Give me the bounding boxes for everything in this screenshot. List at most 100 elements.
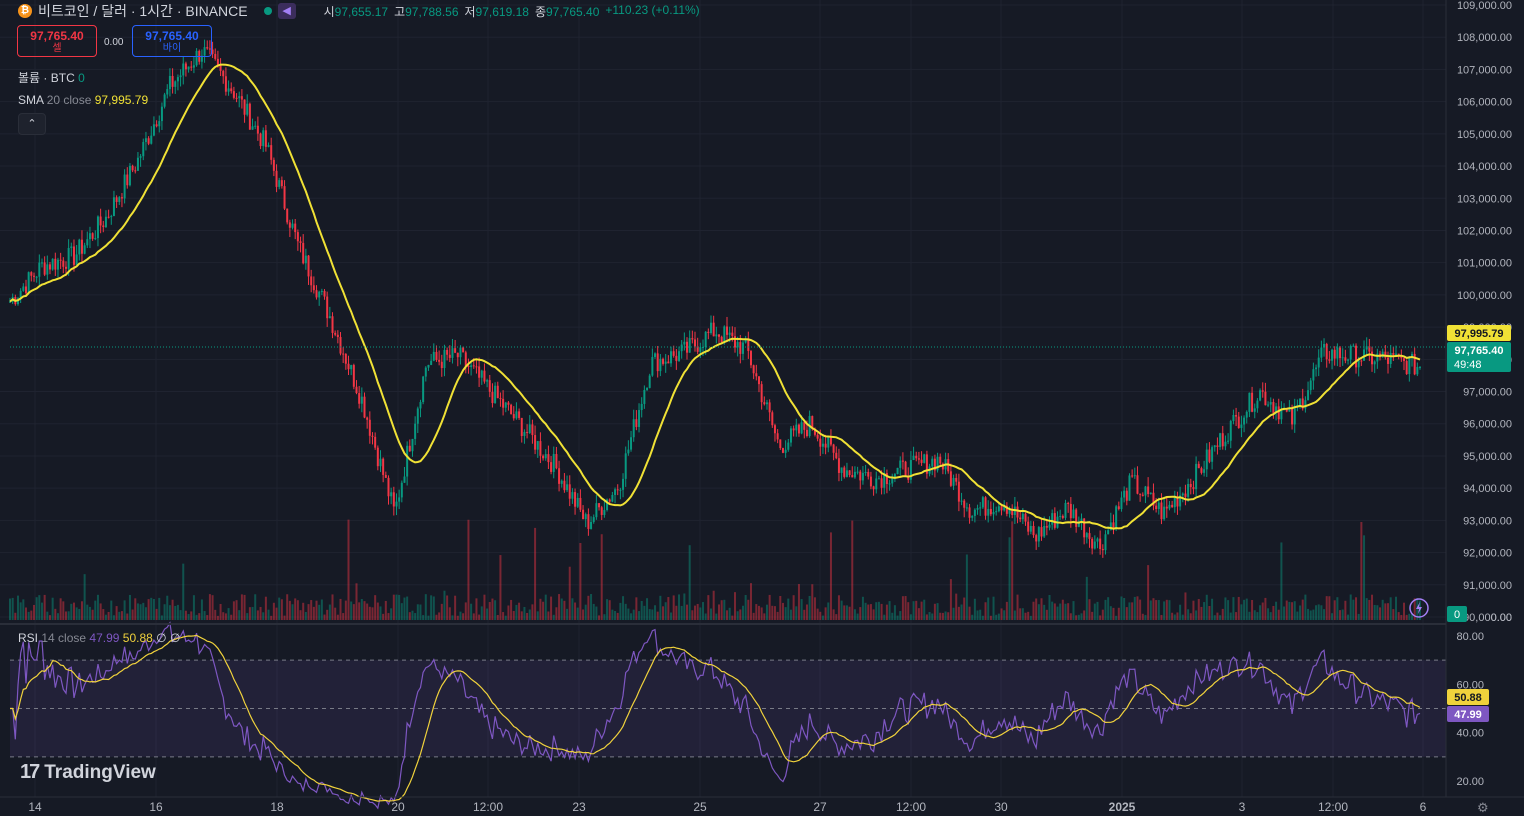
candle-body (291, 223, 294, 228)
candle-body (315, 290, 318, 298)
volume-bar (1251, 599, 1254, 620)
candle-body (270, 145, 273, 160)
candle-body (688, 338, 691, 353)
volume-bar (1040, 598, 1043, 620)
price-axis[interactable]: 109,000.00 108,000.00 107,000.00 106,000.00… (1457, 0, 1512, 624)
volume-bar (1109, 606, 1112, 620)
volume-bar (1264, 597, 1267, 620)
rsi-axis[interactable]: 80.00 60.00 40.00 20.00 (1456, 631, 1484, 788)
volume-bar (1035, 598, 1038, 620)
candle-body (885, 473, 888, 485)
candle-body (851, 475, 854, 478)
volume-bar (472, 613, 475, 620)
candle-body (843, 467, 846, 477)
candle-body (686, 341, 689, 353)
volume-bar (680, 605, 683, 620)
candle-body (110, 216, 113, 218)
sma-legend[interactable]: SMA 20 close 97,995.79 (18, 93, 149, 107)
volume-bar (435, 614, 438, 620)
tradingview-logo[interactable]: 17 TradingView (20, 761, 156, 784)
volume-bar (512, 610, 515, 620)
volume-bar (1139, 599, 1142, 620)
volume-bar (240, 594, 243, 620)
candle-body (648, 375, 651, 388)
volume-bar (992, 596, 995, 620)
volume-bar (1336, 597, 1339, 620)
candle-body (1275, 406, 1278, 414)
symbol-title[interactable]: 비트코인 / 달러 · 1시간 · BINANCE (38, 3, 248, 19)
candle-body (667, 361, 670, 364)
candle-body (632, 419, 635, 438)
volume-bar (398, 594, 401, 620)
volume-bar (1171, 612, 1174, 620)
volume-bar (1160, 614, 1163, 620)
candle-body (635, 419, 638, 427)
volume-bar (987, 597, 990, 620)
candle-body (491, 391, 494, 404)
candle-body (1195, 463, 1198, 490)
volume-bar (1400, 614, 1403, 620)
candle-body (728, 332, 731, 335)
price-tick-label: 107,000.00 (1457, 64, 1512, 76)
candle-body (1035, 535, 1038, 542)
sell-button[interactable]: 97,765.40 셀 (17, 25, 97, 57)
volume-bar (670, 612, 673, 620)
time-axis[interactable]: 14 16 18 20 12:00 23 25 27 12:00 30 2025 3 12:00 6 (0, 796, 1524, 814)
volume-bar (1021, 608, 1024, 620)
candle-body (1269, 402, 1272, 405)
volume-bar (1125, 607, 1128, 620)
lightning-icon[interactable] (1409, 598, 1429, 618)
candle-body (264, 130, 267, 147)
volume-bar (518, 602, 521, 620)
volume-bar (1216, 612, 1219, 620)
candle-body (622, 478, 625, 490)
volume-bar (1101, 609, 1104, 620)
candle-body (307, 255, 310, 277)
candle-body (1091, 538, 1094, 549)
volume-bar (400, 603, 403, 620)
candle-body (1291, 408, 1294, 425)
volume-bar (1259, 605, 1262, 620)
volume-bar (614, 611, 617, 620)
volume-bar (1411, 613, 1414, 620)
volume-bar (1229, 612, 1232, 620)
volume-bar (608, 600, 611, 620)
volume-bar (91, 609, 94, 620)
gear-icon[interactable]: ⚙ (1477, 800, 1489, 815)
candle-body (925, 454, 928, 474)
volume-bar (195, 614, 198, 620)
candle-body (1288, 408, 1291, 412)
candle-body (949, 471, 952, 486)
volume-bar (1395, 596, 1398, 620)
candle-body (779, 439, 782, 449)
candle-body (1093, 541, 1096, 549)
market-status-icon[interactable] (263, 7, 272, 15)
volume-bar (864, 602, 867, 620)
volume-bar (995, 614, 998, 620)
candle-body (853, 471, 856, 478)
volume-bar (704, 613, 707, 620)
visual-studio-icon[interactable]: ◀ (277, 3, 296, 19)
volume-bar (600, 534, 603, 620)
volume-bar (43, 594, 46, 620)
collapse-legend-button[interactable]: ⌃ (18, 113, 46, 135)
candle-body (1349, 346, 1352, 360)
candle-body (1125, 490, 1128, 501)
candle-body (1152, 492, 1155, 506)
candle-body (699, 347, 702, 352)
candle-body (496, 385, 499, 399)
volume-bar (352, 604, 355, 620)
time-tick-label: 16 (149, 800, 163, 814)
rsi-legend[interactable]: RSI 14 close 47.99 50.88 ∅ ∅ (18, 631, 181, 645)
candle-body (1067, 502, 1070, 504)
candle-body (696, 346, 699, 352)
buy-button[interactable]: 97,765.40 바이 (132, 25, 212, 57)
candle-body (1213, 445, 1216, 448)
volume-bar (478, 614, 481, 620)
sell-label: 셀 (52, 43, 62, 54)
volume-bar (360, 599, 363, 620)
volume-bar (710, 608, 713, 620)
volume-legend[interactable]: 볼륨 · BTC 0 (18, 71, 85, 85)
volume-bar (816, 608, 819, 620)
